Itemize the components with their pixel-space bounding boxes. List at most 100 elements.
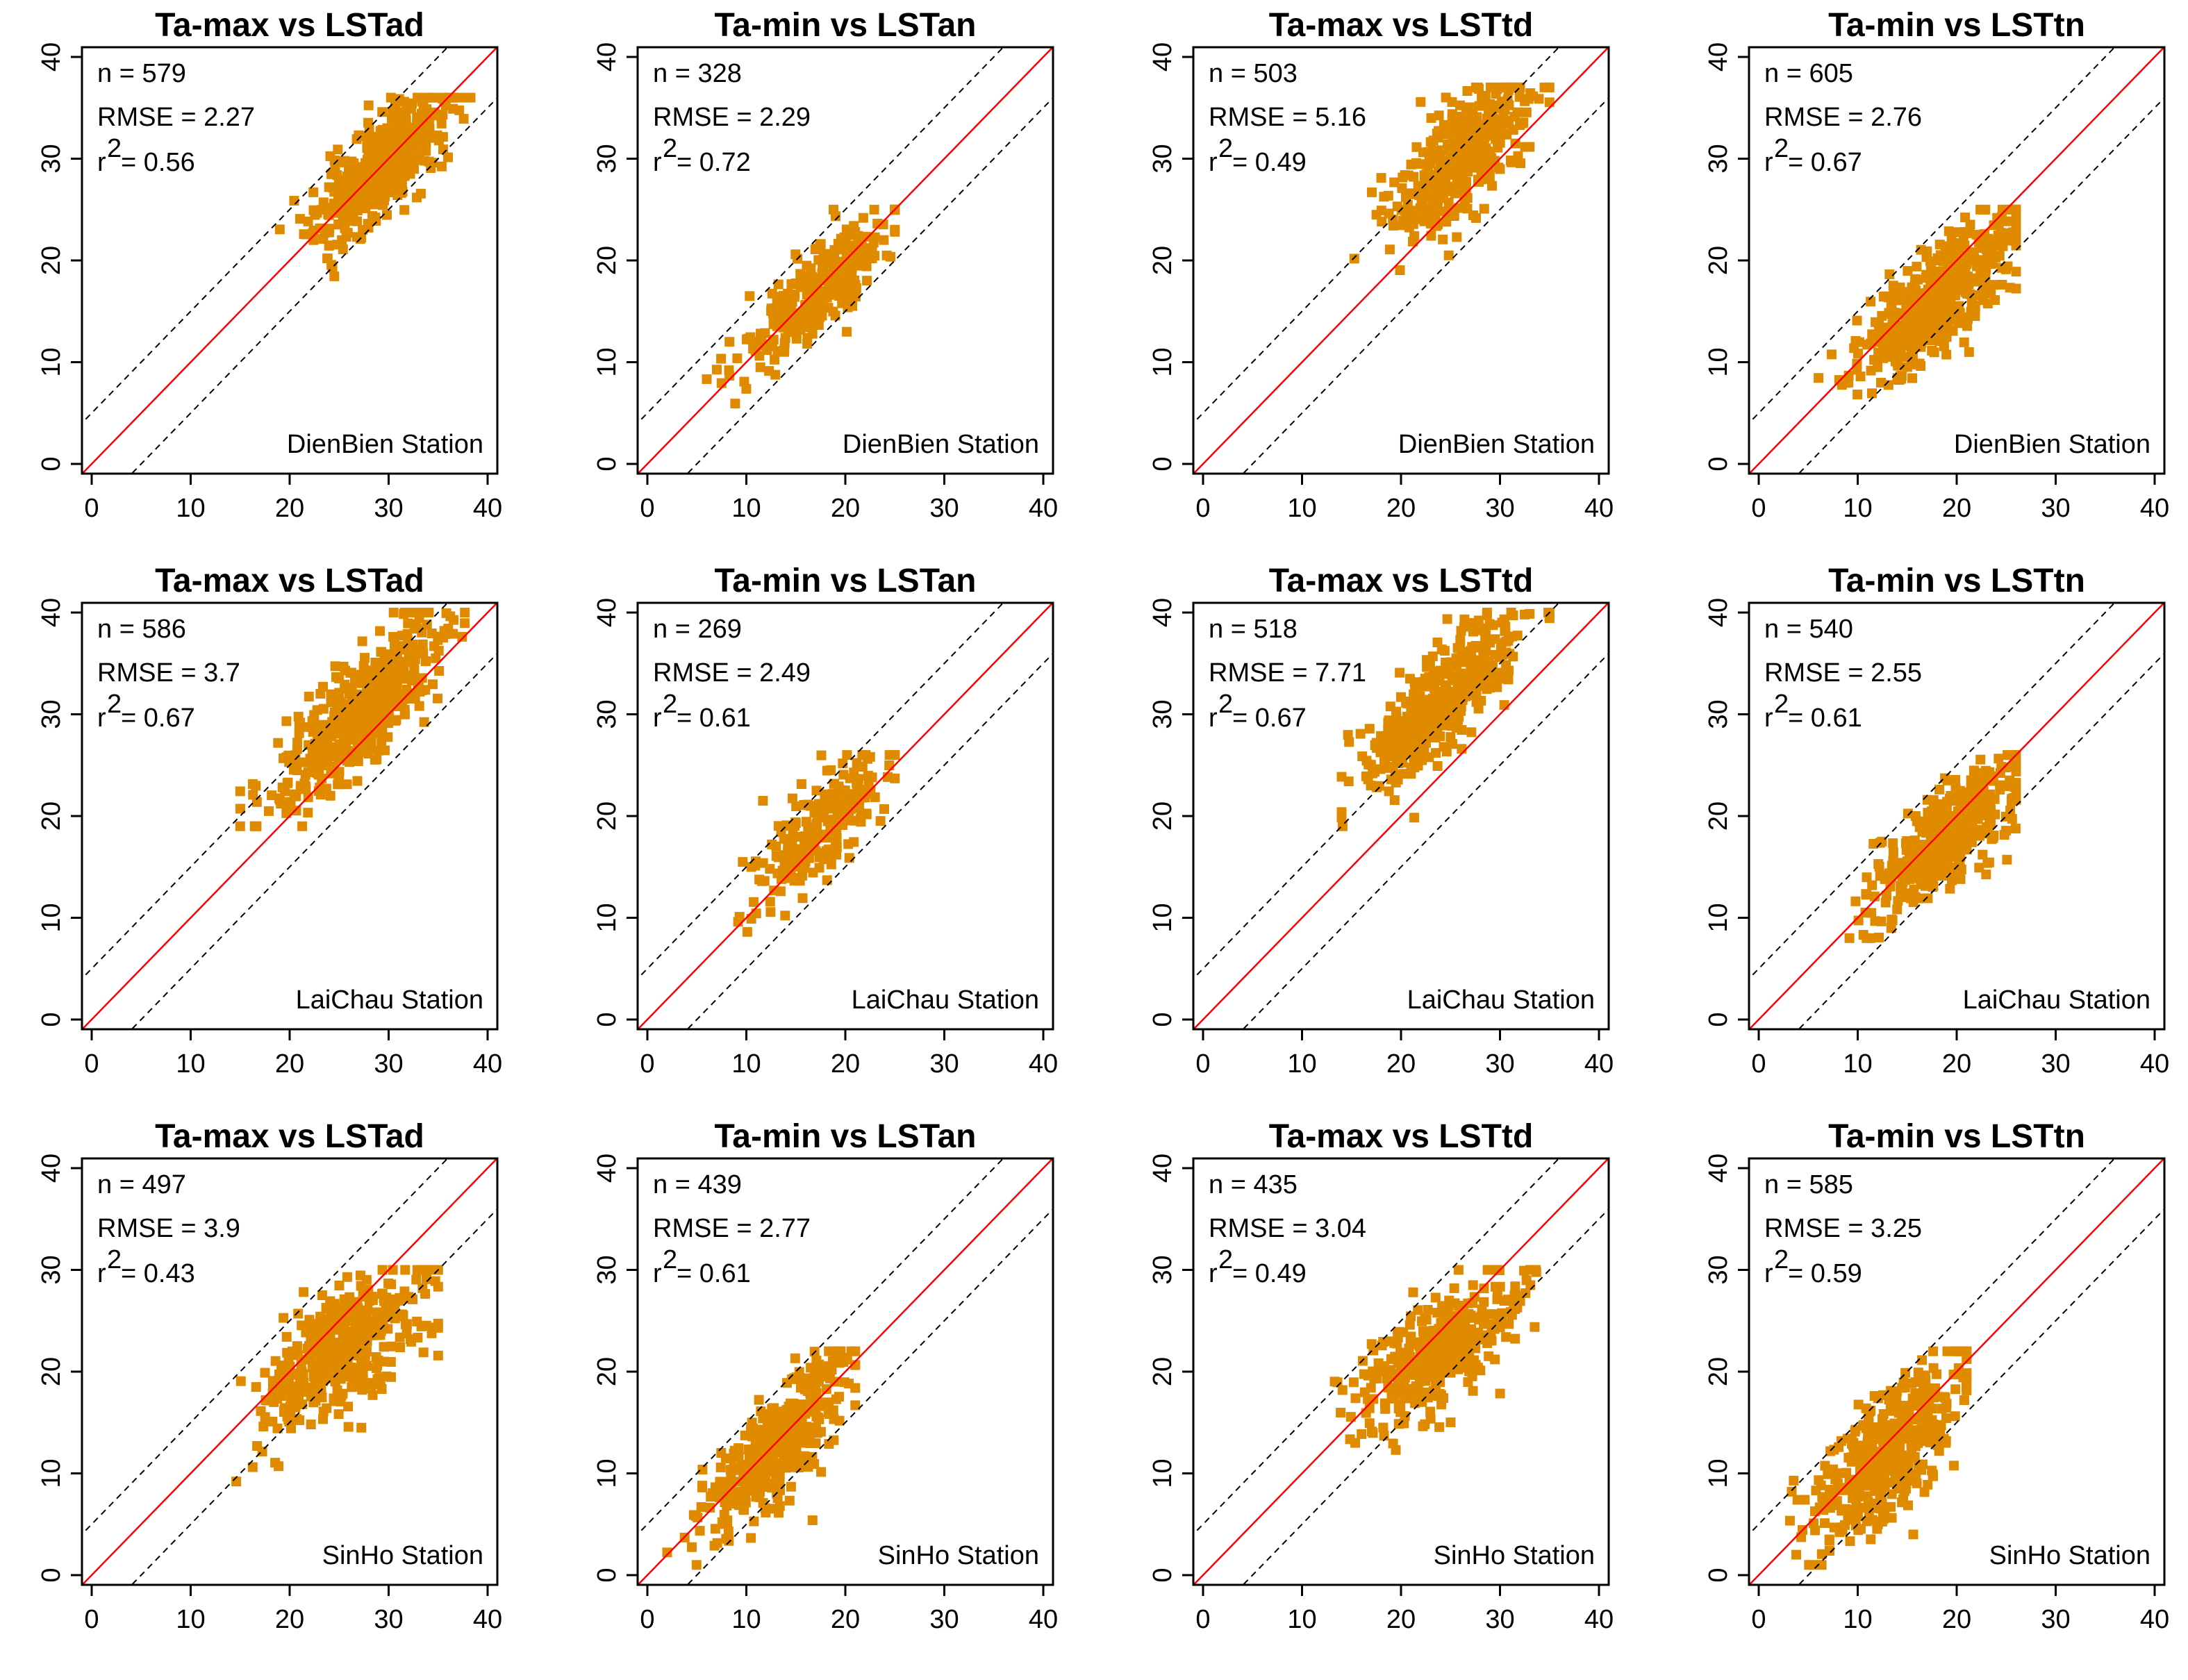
data-point xyxy=(299,784,309,794)
data-point xyxy=(787,793,797,804)
data-point xyxy=(1950,288,1960,299)
data-point xyxy=(774,1501,785,1511)
data-point xyxy=(842,326,852,337)
data-point xyxy=(235,1376,246,1386)
data-point xyxy=(360,1350,370,1361)
data-point xyxy=(2000,264,2011,274)
data-point xyxy=(332,240,342,250)
data-point xyxy=(779,850,790,860)
data-point xyxy=(365,742,375,752)
data-point xyxy=(333,1409,344,1420)
data-point xyxy=(1982,822,1993,833)
data-point xyxy=(1470,1343,1480,1354)
data-point xyxy=(1491,89,1501,99)
data-point xyxy=(327,1340,338,1350)
data-point xyxy=(1394,1326,1404,1337)
x-tick-label: 10 xyxy=(176,494,205,523)
data-point xyxy=(774,1472,785,1482)
data-point xyxy=(1357,1429,1367,1439)
data-point xyxy=(1903,808,1913,819)
data-point xyxy=(326,689,336,699)
data-point xyxy=(743,1484,754,1495)
data-point xyxy=(1468,1280,1478,1290)
data-point xyxy=(1907,313,1917,324)
data-point xyxy=(1956,266,1966,276)
data-point xyxy=(1501,82,1511,92)
data-point xyxy=(824,815,834,825)
data-point xyxy=(1419,742,1429,753)
data-point xyxy=(858,213,868,223)
data-point xyxy=(1965,289,1975,299)
data-point xyxy=(318,681,328,692)
data-point xyxy=(1989,794,2000,804)
data-point xyxy=(856,808,866,819)
r2-prefix: r xyxy=(1209,704,1218,733)
data-point xyxy=(738,1493,749,1504)
data-point xyxy=(346,731,356,741)
data-point xyxy=(1903,266,1913,276)
data-point xyxy=(1884,269,1895,279)
data-point xyxy=(1367,187,1377,197)
data-point xyxy=(1456,626,1466,636)
data-point xyxy=(856,817,866,827)
data-point xyxy=(1461,1326,1472,1336)
data-point xyxy=(318,197,329,208)
x-tick-label: 0 xyxy=(1195,494,1210,523)
data-point xyxy=(787,297,797,307)
x-tick-label: 10 xyxy=(1287,1605,1316,1634)
data-point xyxy=(1946,303,1956,313)
data-point xyxy=(335,720,345,730)
y-tick-label: 0 xyxy=(592,456,622,471)
upper-band-line xyxy=(82,1158,449,1536)
r2-prefix: r xyxy=(653,1259,662,1288)
data-point xyxy=(304,1315,315,1325)
data-point xyxy=(1343,776,1354,787)
data-point xyxy=(829,281,839,291)
data-point xyxy=(333,144,343,155)
data-point xyxy=(827,789,838,799)
n-label: n = 269 xyxy=(653,615,742,644)
data-point xyxy=(318,1414,328,1424)
data-point xyxy=(388,608,399,617)
data-point xyxy=(813,1376,823,1386)
data-point xyxy=(1970,302,1980,313)
data-point xyxy=(753,340,763,350)
lower-band-line xyxy=(686,1208,1053,1585)
x-tick-label: 10 xyxy=(731,494,761,523)
data-point xyxy=(850,1400,861,1411)
data-point xyxy=(341,1295,351,1304)
data-point xyxy=(294,1393,304,1404)
data-point xyxy=(256,1406,266,1416)
data-point xyxy=(1438,234,1448,244)
data-point xyxy=(1942,775,1953,785)
data-point xyxy=(841,247,852,258)
data-point xyxy=(1543,82,1553,92)
data-point xyxy=(1510,1281,1520,1292)
data-point xyxy=(399,665,409,676)
data-point xyxy=(790,1353,800,1363)
data-point xyxy=(784,1495,795,1506)
data-point xyxy=(1981,870,1991,880)
data-point xyxy=(331,200,341,210)
data-point xyxy=(1439,742,1449,752)
data-point xyxy=(431,653,441,663)
data-point xyxy=(379,195,390,206)
data-point xyxy=(812,1428,822,1438)
data-point xyxy=(1452,232,1462,242)
data-point xyxy=(416,644,426,654)
y-tick-label: 40 xyxy=(592,1154,622,1183)
y-tick-label: 40 xyxy=(37,42,66,72)
data-point xyxy=(1928,813,1938,823)
station-label: SinHo Station xyxy=(1434,1541,1595,1570)
data-point xyxy=(807,1515,818,1525)
x-tick-label: 30 xyxy=(374,494,403,523)
data-point xyxy=(281,716,292,726)
data-point xyxy=(419,717,429,727)
lower-band-line xyxy=(131,1208,497,1585)
data-point xyxy=(857,750,868,760)
data-point xyxy=(1411,1381,1421,1391)
data-point xyxy=(1400,170,1410,181)
data-point xyxy=(2011,218,2021,228)
